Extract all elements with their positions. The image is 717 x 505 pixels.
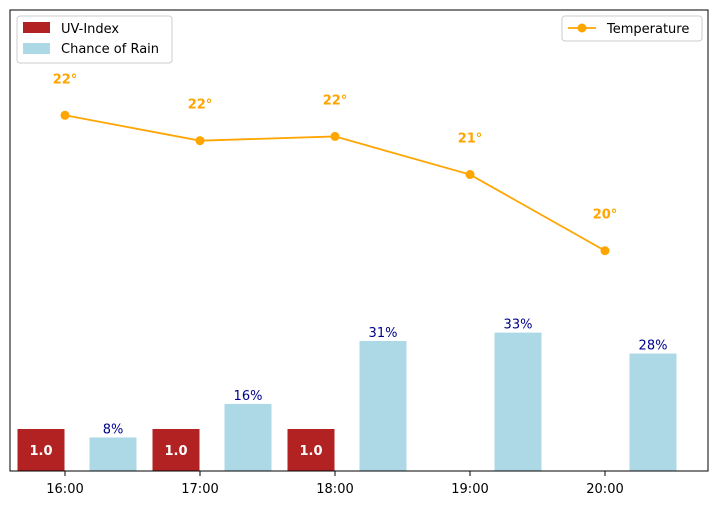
x-tick-label: 20:00 [586, 482, 623, 497]
rain-label: 31% [369, 326, 398, 341]
legend-right-box [561, 15, 703, 42]
x-tick-label: 19:00 [451, 482, 488, 497]
temperature-label: 22° [323, 93, 348, 108]
rain-label: 8% [103, 422, 124, 437]
x-tick-label: 17:00 [181, 482, 218, 497]
legend-rain-swatch [23, 43, 50, 54]
legend-temperature-marker [577, 23, 587, 33]
uv-index-bar [287, 429, 335, 471]
temperature-label: 22° [53, 72, 78, 87]
temperature-point [330, 131, 340, 141]
uv-index-bar [17, 429, 65, 471]
legend-uv-swatch [23, 22, 50, 33]
temperature-point [195, 136, 205, 146]
temperature-label: 22° [188, 98, 213, 113]
rain-label: 33% [504, 318, 533, 333]
rain-label: 28% [639, 339, 668, 354]
uv-index-bar [152, 429, 200, 471]
temperature-point [600, 246, 610, 256]
x-tick-label: 18:00 [316, 482, 353, 497]
temperature-label: 20° [593, 208, 618, 223]
rain-bar [494, 332, 542, 471]
x-axis: 16:00 17:00 18:00 19:00 20:00 [46, 471, 624, 497]
plot-frame [9, 9, 709, 472]
temperature-point [60, 110, 70, 120]
legends: UV-Index Chance of Rain Temperature [16, 15, 703, 64]
uv-index-label: 1.0 [164, 444, 187, 459]
rain-bar [359, 341, 407, 471]
legend-temperature-label: Temperature [606, 22, 689, 37]
temperature-label: 21° [458, 132, 483, 147]
rain-label: 16% [234, 389, 263, 404]
legend-left-box [16, 15, 173, 64]
x-tick-label: 16:00 [46, 482, 83, 497]
uv-index-label: 1.0 [29, 444, 52, 459]
legend-uv-label: UV-Index [61, 22, 119, 37]
legend-rain-label: Chance of Rain [61, 42, 159, 57]
temperature-point [465, 170, 475, 180]
rain-bar [629, 353, 677, 471]
plot-area: 1.0 1.0 1.0 8% 16% 31% 33% 28% 22° 22° 22° 21° 20° [17, 72, 677, 471]
rain-bar [89, 437, 137, 471]
uv-index-label: 1.0 [299, 444, 322, 459]
rain-bar [224, 403, 272, 471]
